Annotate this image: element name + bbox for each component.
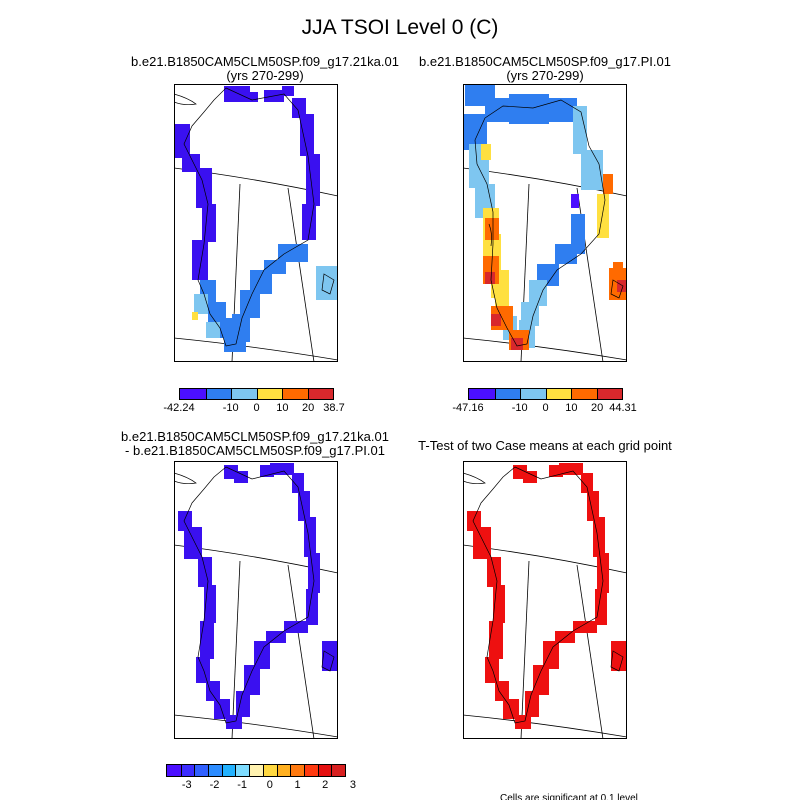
map-panel-pi bbox=[463, 84, 627, 362]
colorbar-swatch bbox=[221, 765, 236, 776]
colorbar-swatch bbox=[180, 389, 206, 399]
map-panel-difference bbox=[174, 461, 338, 739]
colorbar-swatch bbox=[276, 765, 291, 776]
colorbar-difference bbox=[166, 764, 346, 777]
colorbar-swatch bbox=[317, 765, 332, 776]
colorbar-tick-label: -2 bbox=[209, 779, 220, 791]
colorbar-swatch bbox=[596, 389, 622, 399]
colorbar-swatch bbox=[469, 389, 495, 399]
colorbar-swatch bbox=[231, 389, 257, 399]
colorbar-swatch bbox=[307, 389, 333, 399]
panel-title-line2: - b.e21.B1850CAM5CLM50SP.f09_g17.PI.01 bbox=[125, 443, 385, 458]
colorbar-21ka bbox=[179, 388, 334, 400]
colorbar-tick-label: -10 bbox=[511, 402, 528, 414]
colorbar-swatch bbox=[249, 765, 263, 776]
colorbar-tick-label: 10 bbox=[276, 402, 289, 414]
colorbar-tick-label: -47.16 bbox=[452, 402, 484, 414]
map-panel-ttest bbox=[463, 461, 627, 739]
panel-title-bottom-right: T-Test of two Case means at each grid po… bbox=[400, 439, 690, 453]
map-panel-21ka bbox=[174, 84, 338, 362]
colorbar-tick-label: 1 bbox=[294, 779, 301, 791]
panel-title-line2: (yrs 270-299) bbox=[506, 68, 584, 83]
colorbar-tick-label: 20 bbox=[302, 402, 315, 414]
colorbar-tick-label: -42.24 bbox=[163, 402, 195, 414]
significance-footnote: Cells are significant at 0.1 level bbox=[500, 793, 638, 800]
colorbar-tick-label: -10 bbox=[222, 402, 239, 414]
colorbar-tick-label: -1 bbox=[237, 779, 248, 791]
colorbar-tick-label: 44.31 bbox=[609, 402, 637, 414]
colorbar-swatch bbox=[290, 765, 304, 776]
colorbar-tick-label: 0 bbox=[542, 402, 549, 414]
colorbar-swatch bbox=[545, 389, 571, 399]
colorbar-difference-labels: -3 -2 -1 0 1 2 3 bbox=[166, 779, 356, 793]
figure-title: JJA TSOI Level 0 (C) bbox=[301, 16, 499, 39]
colorbar-swatch bbox=[235, 765, 250, 776]
colorbar-tick-label: 0 bbox=[253, 402, 260, 414]
colorbar-swatch bbox=[208, 765, 222, 776]
colorbar-swatch bbox=[303, 765, 318, 776]
colorbar-21ka-labels: -42.24 -10 0 10 20 38.7 bbox=[163, 402, 344, 416]
panel-title-line1: b.e21.B1850CAM5CLM50SP.f09_g17.PI.01 bbox=[419, 54, 671, 69]
colorbar-swatch bbox=[205, 389, 231, 399]
colorbar-tick-label: -3 bbox=[181, 779, 192, 791]
colorbar-pi-labels: -47.16 -10 0 10 20 44.31 bbox=[452, 402, 636, 416]
colorbar-swatch bbox=[262, 765, 277, 776]
colorbar-pi bbox=[468, 388, 623, 400]
colorbar-swatch bbox=[180, 765, 195, 776]
colorbar-swatch bbox=[331, 765, 345, 776]
panel-title-top-right: b.e21.B1850CAM5CLM50SP.f09_g17.PI.01 (yr… bbox=[380, 55, 710, 83]
colorbar-swatch bbox=[520, 389, 546, 399]
colorbar-swatch bbox=[282, 389, 308, 399]
colorbar-tick-label: 0 bbox=[266, 779, 273, 791]
colorbar-swatch bbox=[194, 765, 209, 776]
colorbar-swatch bbox=[167, 765, 181, 776]
colorbar-tick-label: 20 bbox=[591, 402, 604, 414]
colorbar-swatch bbox=[571, 389, 597, 399]
panel-title-line1: b.e21.B1850CAM5CLM50SP.f09_g17.21ka.01 bbox=[121, 429, 389, 444]
colorbar-tick-label: 3 bbox=[349, 779, 356, 791]
panel-title-line1: T-Test of two Case means at each grid po… bbox=[418, 438, 672, 453]
colorbar-tick-label: 2 bbox=[322, 779, 329, 791]
panel-title-bottom-left: b.e21.B1850CAM5CLM50SP.f09_g17.21ka.01 -… bbox=[90, 430, 420, 458]
colorbar-tick-label: 10 bbox=[565, 402, 578, 414]
colorbar-swatch bbox=[494, 389, 520, 399]
panel-title-line1: b.e21.B1850CAM5CLM50SP.f09_g17.21ka.01 bbox=[131, 54, 399, 69]
panel-title-line2: (yrs 270-299) bbox=[226, 68, 304, 83]
colorbar-swatch bbox=[256, 389, 282, 399]
panel-title-top-left: b.e21.B1850CAM5CLM50SP.f09_g17.21ka.01 (… bbox=[100, 55, 430, 83]
colorbar-tick-label: 38.7 bbox=[323, 402, 345, 414]
